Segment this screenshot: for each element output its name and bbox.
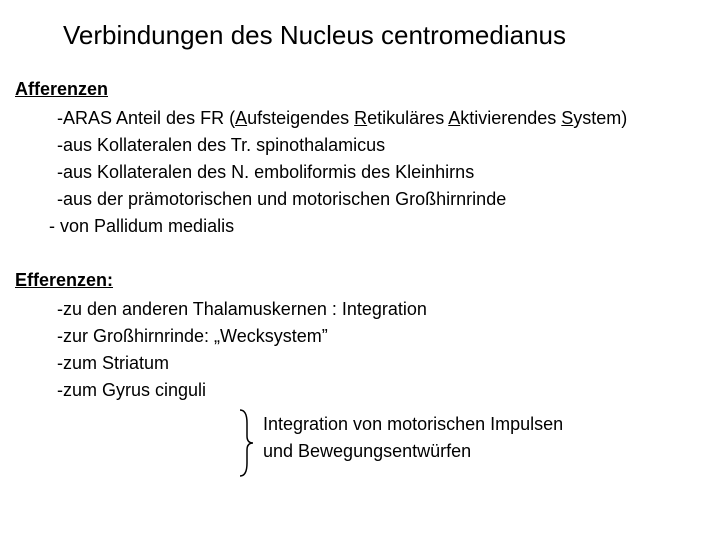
aff1-a: A bbox=[235, 108, 247, 128]
page-title: Verbindungen des Nucleus centromedianus bbox=[63, 20, 705, 51]
efferenzen-item-2: -zur Großhirnrinde: „Wecksystem” bbox=[57, 323, 705, 350]
efferenzen-item-1: -zu den anderen Thalamuskernen : Integra… bbox=[57, 296, 705, 323]
afferenzen-item-4: -aus der prämotorischen und motorischen … bbox=[57, 186, 705, 213]
aff1-ak-rest: ktivierendes bbox=[460, 108, 561, 128]
afferenzen-item-2: -aus Kollateralen des Tr. spinothalamicu… bbox=[57, 132, 705, 159]
integration-text: Integration von motorischen Impulsen und… bbox=[263, 411, 563, 465]
afferenzen-item-1: -ARAS Anteil des FR (Aufsteigendes Retik… bbox=[57, 105, 705, 132]
efferenzen-item-4: -zum Gyrus cinguli bbox=[57, 377, 705, 404]
efferenzen-item-3: -zum Striatum bbox=[57, 350, 705, 377]
afferenzen-heading: Afferenzen bbox=[15, 79, 705, 100]
efferenzen-heading: Efferenzen: bbox=[15, 270, 705, 291]
aff1-r-rest: etikuläres bbox=[367, 108, 448, 128]
integration-line-1: Integration von motorischen Impulsen bbox=[263, 411, 563, 438]
aff1-ak: A bbox=[448, 108, 460, 128]
aff1-s-rest: ystem) bbox=[573, 108, 627, 128]
afferenzen-section: Afferenzen -ARAS Anteil des FR (Aufsteig… bbox=[15, 79, 705, 240]
aff1-prefix: -ARAS Anteil des FR ( bbox=[57, 108, 235, 128]
aff1-r: R bbox=[354, 108, 367, 128]
afferenzen-item-5: - von Pallidum medialis bbox=[49, 213, 705, 240]
afferenzen-item-3: -aus Kollateralen des N. emboliformis de… bbox=[57, 159, 705, 186]
aff1-a-rest: ufsteigendes bbox=[247, 108, 354, 128]
brace-icon bbox=[237, 408, 255, 478]
integration-line-2: und Bewegungsentwürfen bbox=[263, 438, 563, 465]
aff1-s: S bbox=[561, 108, 573, 128]
efferenzen-section: Efferenzen: -zu den anderen Thalamuskern… bbox=[15, 270, 705, 404]
